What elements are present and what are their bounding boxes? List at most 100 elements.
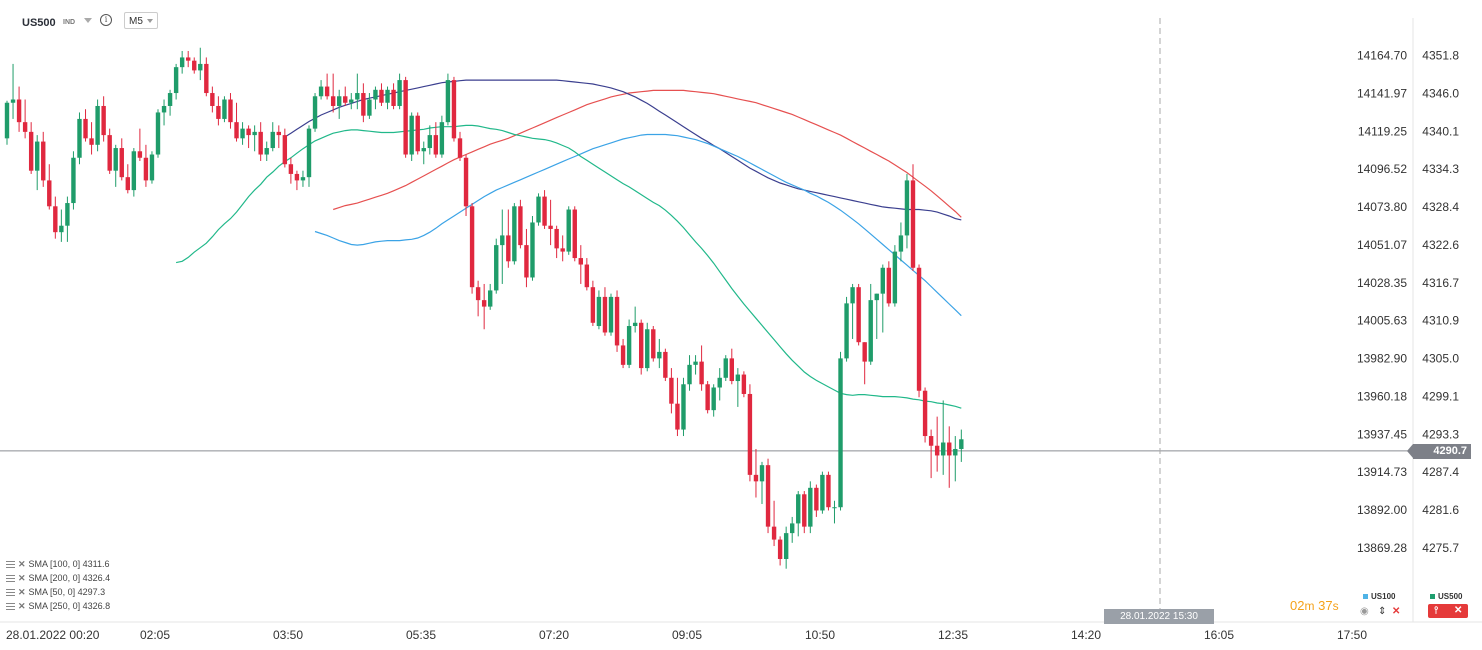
- sma-legend-item[interactable]: ✕ SMA [250, 0] 4326.8: [6, 599, 110, 613]
- candle: [385, 86, 390, 110]
- instrument-legend-us500[interactable]: US500: [1430, 592, 1462, 601]
- sma-legend-item[interactable]: ✕ SMA [200, 0] 4326.4: [6, 571, 110, 585]
- candle: [71, 151, 76, 210]
- candle-body: [632, 322, 638, 327]
- sma-legend-value: 4311.6: [82, 559, 110, 569]
- candle-body: [832, 507, 837, 509]
- drag-handle-icon[interactable]: [6, 588, 15, 596]
- candle: [663, 348, 668, 382]
- candle: [294, 170, 300, 191]
- candle-body: [578, 258, 583, 265]
- x-tick-label: 16:05: [1204, 628, 1234, 642]
- candle-body: [131, 151, 137, 191]
- candle-body: [355, 93, 360, 100]
- y-tick-label-us100: 13960.18: [1357, 389, 1407, 403]
- candle-body: [639, 322, 644, 369]
- candle: [488, 283, 493, 310]
- candle: [107, 128, 112, 174]
- close-icon[interactable]: ✕: [1454, 605, 1463, 616]
- remove-icon[interactable]: ✕: [18, 601, 26, 611]
- close-icon[interactable]: ✕: [1392, 606, 1401, 617]
- candle: [415, 112, 420, 155]
- drag-handle-icon[interactable]: [6, 602, 15, 610]
- candle: [35, 135, 40, 191]
- symbol-dropdown-icon[interactable]: [84, 18, 92, 23]
- candle-body: [790, 523, 795, 534]
- symbol-label[interactable]: US500: [22, 17, 56, 29]
- y-tick-label-us500: 4275.7: [1422, 541, 1459, 555]
- candle-body: [536, 196, 541, 223]
- y-tick-label-us500: 4287.4: [1422, 465, 1459, 479]
- candle: [143, 144, 149, 187]
- candle: [953, 436, 958, 482]
- reorder-icon[interactable]: ⇕: [1378, 606, 1387, 617]
- candle: [560, 235, 565, 262]
- candle: [355, 73, 360, 110]
- candle: [717, 368, 722, 401]
- sma-legend-item[interactable]: ✕ SMA [50, 0] 4297.3: [6, 585, 110, 599]
- candle: [186, 50, 191, 68]
- drag-handle-icon[interactable]: [6, 560, 15, 568]
- candle-body: [41, 141, 46, 181]
- candle: [282, 128, 288, 168]
- sma-legend-item[interactable]: ✕ SMA [100, 0] 4311.6: [6, 557, 110, 571]
- candle: [669, 368, 674, 414]
- candle: [276, 125, 281, 149]
- candle-body: [506, 235, 511, 262]
- remove-icon[interactable]: ✕: [18, 573, 26, 583]
- candle-body: [693, 361, 698, 365]
- y-tick-label-us100: 13914.73: [1357, 465, 1407, 479]
- candle-body: [518, 206, 523, 246]
- candle-body: [270, 131, 275, 149]
- candle-body: [608, 296, 614, 333]
- candle-body: [312, 96, 318, 129]
- candle: [632, 306, 638, 333]
- candle: [608, 293, 614, 336]
- candle: [584, 258, 590, 291]
- candle-body: [626, 326, 632, 365]
- sma-250-line: [333, 89, 962, 218]
- instrument-legend-us100[interactable]: US100: [1363, 592, 1395, 601]
- candle-body: [530, 222, 535, 278]
- candle-body: [83, 118, 88, 139]
- candle: [771, 500, 777, 547]
- info-icon[interactable]: i: [100, 14, 112, 26]
- candle-body: [874, 293, 879, 301]
- candle: [578, 245, 583, 284]
- candle-body: [107, 135, 112, 171]
- candle: [614, 290, 620, 352]
- candle: [868, 283, 873, 365]
- candle: [711, 384, 716, 417]
- candle-body: [651, 329, 656, 359]
- candle-body: [904, 180, 910, 236]
- candle-body: [35, 141, 40, 171]
- candle: [65, 196, 70, 242]
- candle-body: [294, 173, 300, 181]
- drag-handle-icon[interactable]: [6, 574, 15, 582]
- candle-body: [415, 115, 420, 152]
- eye-icon[interactable]: ◉: [1360, 606, 1369, 617]
- settings-icon[interactable]: ⫯: [1434, 605, 1439, 616]
- candle-body: [524, 245, 529, 278]
- candle: [28, 122, 34, 174]
- candle-body: [777, 539, 783, 560]
- timeframe-select[interactable]: M5: [124, 12, 158, 29]
- y-tick-label-us500: 4322.6: [1422, 238, 1459, 252]
- candle-body: [512, 206, 517, 262]
- countdown-seconds-unit: s: [1332, 599, 1339, 613]
- candle-body: [596, 296, 602, 327]
- remove-icon[interactable]: ✕: [18, 559, 26, 569]
- sma-legend-label: SMA [250, 0]: [28, 601, 81, 611]
- candle: [542, 190, 547, 229]
- candle-body: [47, 180, 52, 207]
- candle-body: [421, 148, 426, 152]
- candle-body: [850, 287, 855, 304]
- remove-icon[interactable]: ✕: [18, 587, 26, 597]
- instrument-name: US100: [1371, 592, 1396, 601]
- candle: [874, 293, 879, 339]
- candle-body: [886, 267, 892, 304]
- candle-body: [765, 465, 771, 527]
- candle-body: [542, 196, 547, 226]
- candle: [904, 173, 910, 249]
